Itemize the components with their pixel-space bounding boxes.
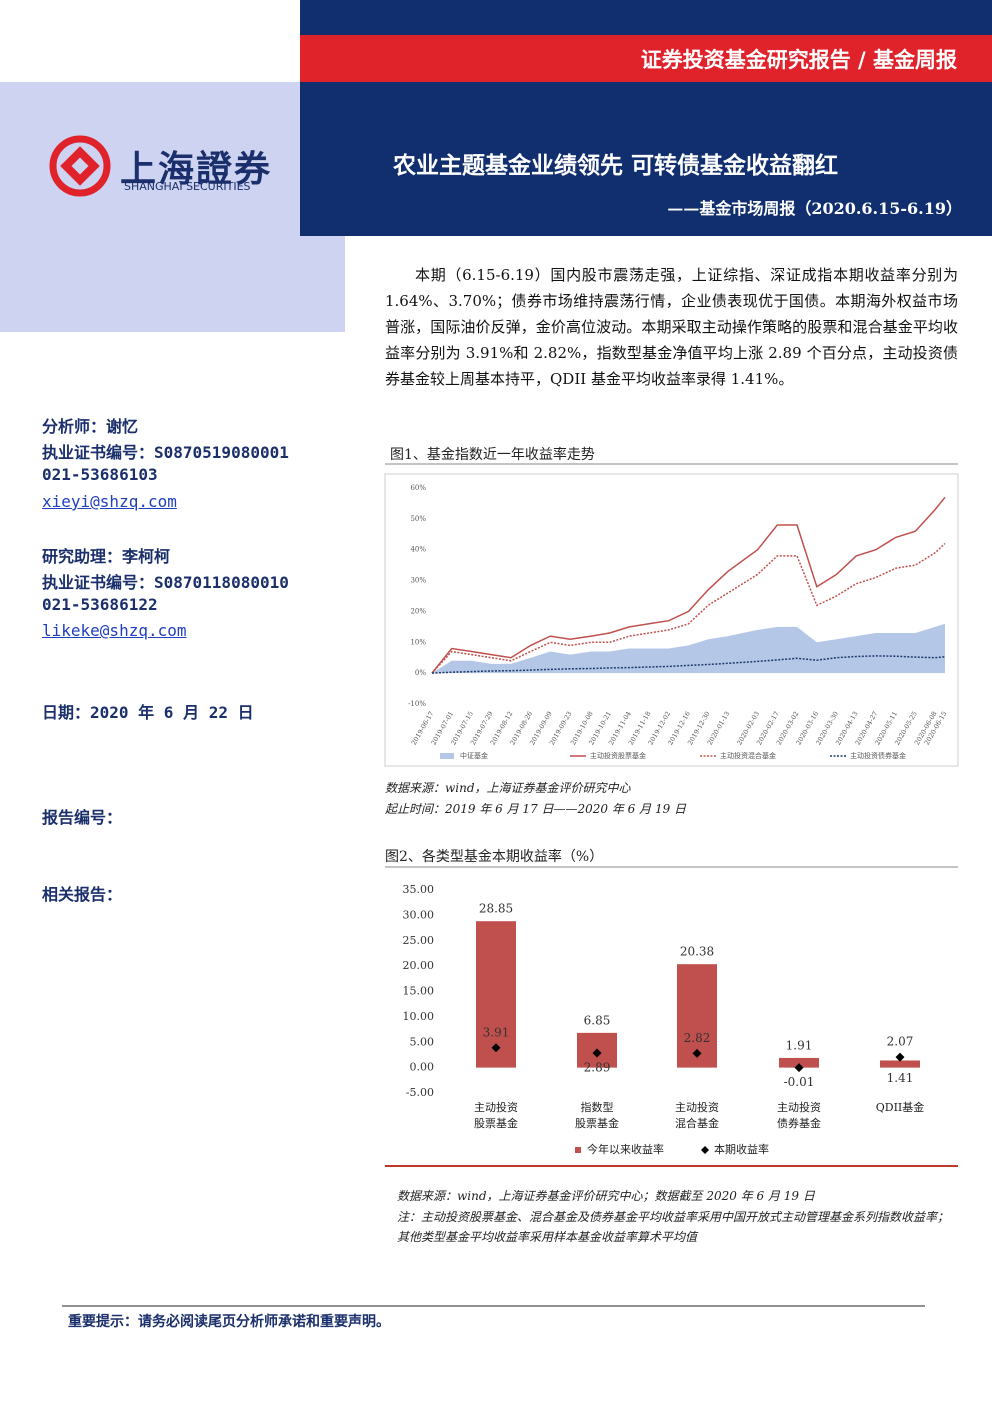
analyst-phone: 021-53686103 xyxy=(42,465,158,484)
x-tick-label: 主动投资 xyxy=(675,1100,719,1114)
fig1-note: 数据来源：wind，上海证券基金评价研究中心 xyxy=(385,781,631,795)
header-banner: 证券投资基金研究报告 / 基金周报 xyxy=(640,47,957,72)
y-tick-label: 0.00 xyxy=(410,1061,435,1074)
analyst-cert: 执业证书编号：S0870519080001 xyxy=(42,443,289,462)
x-tick-label: 主动投资 xyxy=(474,1100,518,1114)
marker xyxy=(895,1052,905,1062)
report-number: 报告编号： xyxy=(42,808,123,827)
line-series xyxy=(431,496,946,674)
header-red-strip xyxy=(300,35,992,82)
bar-value-label: 1.91 xyxy=(786,1038,813,1052)
legend-label: 主动投资股票基金 xyxy=(590,751,646,760)
y-tick-label: -5.00 xyxy=(406,1086,434,1099)
legend-swatch xyxy=(701,1146,709,1154)
y-tick-label: 5.00 xyxy=(410,1035,435,1048)
bar-value-label: 20.38 xyxy=(680,945,714,959)
logo-en: SHANGHAI SECURITIES xyxy=(124,180,251,193)
line-series xyxy=(431,542,946,674)
report-date: 日期：2020 年 6 月 22 日 xyxy=(42,703,254,722)
x-tick-label: 指数型 xyxy=(581,1100,614,1114)
marker-value-label: 2.07 xyxy=(887,1035,914,1049)
report-subtitle: ——基金市场周报（2020.6.15-6.19） xyxy=(667,199,962,218)
fig1-frame xyxy=(384,473,959,767)
legend-label: 主动投资债券基金 xyxy=(850,751,906,760)
bar xyxy=(880,1060,920,1068)
legend-swatch xyxy=(440,753,454,759)
logo-panel xyxy=(0,82,300,236)
analyst-email[interactable]: xieyi@shzq.com xyxy=(42,492,177,511)
legend-swatch xyxy=(575,1147,581,1153)
fig1-title: 图1、基金指数近一年收益率走势 xyxy=(390,447,595,463)
y-tick-label: 50% xyxy=(410,515,426,523)
y-tick-label: 35.00 xyxy=(403,883,435,896)
assistant-phone: 021-53686122 xyxy=(42,595,158,614)
logo-panel-lower xyxy=(0,236,345,332)
bar xyxy=(476,921,516,1068)
bar-value-label: 1.41 xyxy=(887,1071,914,1085)
y-tick-label: 20% xyxy=(410,607,426,615)
fig1-note: 起止时间：2019 年 6 月 17 日——2020 年 6 月 19 日 xyxy=(385,802,687,816)
marker xyxy=(491,1043,501,1053)
marker xyxy=(692,1048,702,1058)
line-series xyxy=(431,655,946,674)
x-tick-label: QDII基金 xyxy=(876,1100,925,1114)
y-tick-label: 20.00 xyxy=(403,959,435,972)
legend-label: 今年以来收益率 xyxy=(587,1142,664,1156)
y-tick-label: 10.00 xyxy=(403,1010,435,1023)
fig2-note: 数据来源：wind，上海证券基金评价研究中心；数据截至 2020 年 6 月 1… xyxy=(397,1189,815,1203)
y-tick-label: 30.00 xyxy=(403,908,435,921)
bar-value-label: 6.85 xyxy=(584,1013,611,1027)
x-tick-label: 股票基金 xyxy=(575,1116,619,1130)
marker-value-label: -0.01 xyxy=(784,1075,815,1089)
x-tick-label: 主动投资 xyxy=(777,1100,821,1114)
logo-icon xyxy=(49,135,111,197)
y-tick-label: 10% xyxy=(410,638,426,646)
report-title: 农业主题基金业绩领先 可转债基金收益翻红 xyxy=(393,152,839,179)
y-tick-label: 40% xyxy=(410,546,426,554)
y-tick-label: 60% xyxy=(410,484,426,492)
marker xyxy=(794,1063,804,1073)
analyst: 分析师：谢忆 xyxy=(42,417,139,436)
y-tick-label: 0% xyxy=(415,669,426,677)
assistant-email[interactable]: likeke@shzq.com xyxy=(42,621,187,640)
bar xyxy=(779,1057,819,1068)
summary-paragraph: 本期（6.15-6.19）国内股市震荡走强，上证综指、深证成指本期收益率分别为 … xyxy=(385,266,958,388)
marker-value-label: 2.82 xyxy=(684,1031,711,1045)
bar-value-label: 28.85 xyxy=(479,902,513,916)
legend-label: 主动投资混合基金 xyxy=(720,751,776,760)
y-tick-label: 25.00 xyxy=(403,934,435,947)
fig2-title: 图2、各类型基金本期收益率（%） xyxy=(385,849,604,865)
assistant: 研究助理：李柯柯 xyxy=(42,547,171,566)
x-tick-label: 股票基金 xyxy=(474,1116,518,1130)
y-tick-label: -10% xyxy=(408,700,426,708)
x-tick-label: 混合基金 xyxy=(675,1116,719,1130)
x-tick-label: 债券基金 xyxy=(777,1116,821,1130)
logo-cn: 上海證券 xyxy=(120,148,273,190)
y-tick-label: 30% xyxy=(410,577,426,585)
assistant-cert: 执业证书编号：S0870118080010 xyxy=(42,573,289,592)
legend-label: 中证基金 xyxy=(460,751,488,760)
marker-value-label: 3.91 xyxy=(483,1025,510,1039)
legend-label: 本期收益率 xyxy=(714,1142,769,1156)
marker xyxy=(592,1048,602,1058)
fig2-note: 注：主动投资股票基金、混合基金及债券基金平均收益率采用中国开放式主动管理基金系列… xyxy=(397,1210,950,1244)
related-reports: 相关报告： xyxy=(42,885,123,904)
y-tick-label: 15.00 xyxy=(403,985,435,998)
marker-value-label: 2.89 xyxy=(584,1060,611,1074)
footer-notice: 重要提示：请务必阅读尾页分析师承诺和重要声明。 xyxy=(68,1314,390,1330)
